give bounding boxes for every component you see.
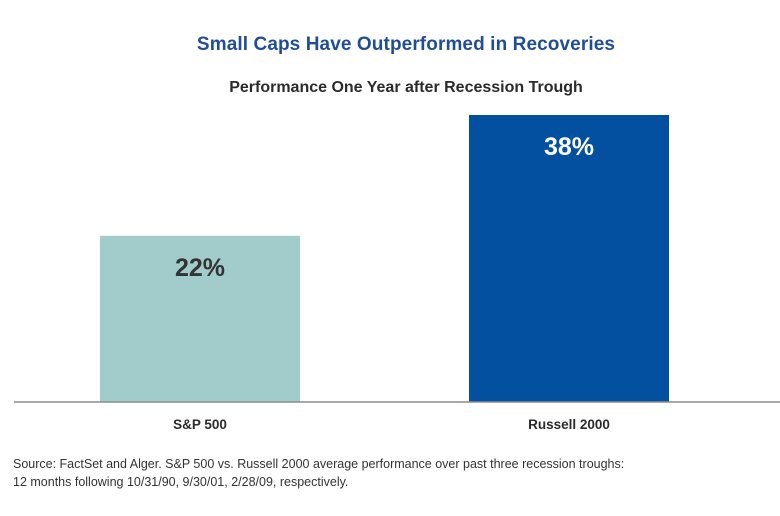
- category-label-2: Russell 2000: [528, 417, 610, 432]
- source-note: Source: FactSet and Alger. S&P 500 vs. R…: [13, 455, 773, 491]
- bar-2: [469, 115, 669, 402]
- category-label-1: S&P 500: [173, 417, 227, 432]
- source-line-2: 12 months following 10/31/90, 9/30/01, 2…: [13, 475, 349, 489]
- bar-chart: 22% S&P 500 38% Russell 2000: [14, 115, 780, 432]
- source-line-1: Source: FactSet and Alger. S&P 500 vs. R…: [13, 457, 625, 471]
- chart-subtitle: Performance One Year after Recession Tro…: [229, 79, 583, 96]
- data-label-2: 38%: [544, 133, 594, 161]
- bar-1: [100, 235, 300, 402]
- data-label-1: 22%: [175, 254, 225, 282]
- chart-title: Small Caps Have Outperformed in Recoveri…: [196, 34, 616, 55]
